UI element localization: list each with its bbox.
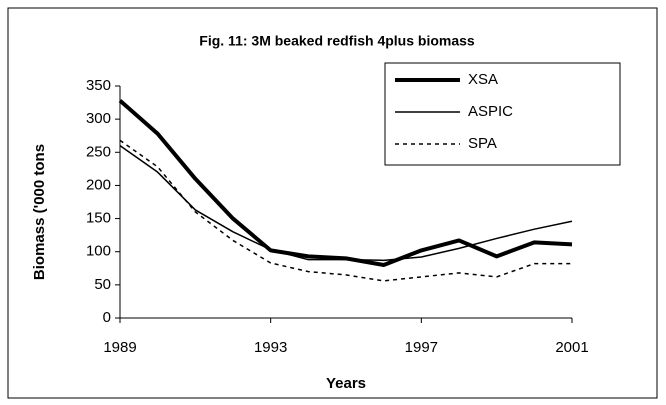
- legend-label: ASPIC: [468, 103, 513, 120]
- series-line: [119, 139, 572, 282]
- y-axis-label: Biomass ('000 tons: [31, 144, 48, 280]
- y-tick-label: 350: [86, 77, 111, 94]
- chart-title: Fig. 11: 3M beaked redfish 4plus biomass: [199, 33, 475, 49]
- x-tick-label: 1993: [254, 339, 287, 356]
- x-tick-label: 1989: [103, 339, 136, 356]
- x-axis-label: Years: [326, 375, 366, 392]
- legend-label: XSA: [468, 71, 498, 88]
- x-tick-label: 1997: [405, 339, 438, 356]
- y-tick-label: 250: [86, 143, 111, 160]
- y-tick-label: 50: [94, 276, 111, 293]
- y-tick-label: 200: [86, 176, 111, 193]
- y-tick-label: 0: [103, 309, 111, 326]
- y-tick-label: 150: [86, 210, 111, 227]
- series-line: [118, 99, 573, 267]
- x-tick-label: 2001: [555, 339, 588, 356]
- series-line: [119, 145, 573, 262]
- legend-label: SPA: [468, 135, 497, 152]
- y-tick-label: 100: [86, 243, 111, 260]
- y-tick-label: 300: [86, 110, 111, 127]
